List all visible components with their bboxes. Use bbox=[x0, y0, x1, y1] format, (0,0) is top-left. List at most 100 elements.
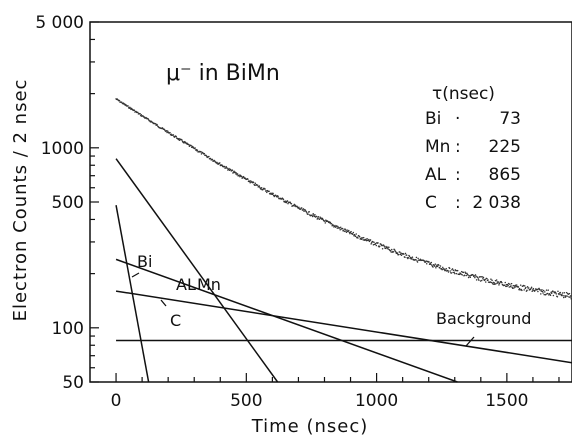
data-point bbox=[329, 221, 332, 224]
data-point bbox=[550, 292, 553, 295]
data-point bbox=[490, 281, 493, 284]
data-point bbox=[334, 224, 336, 227]
y-tick-label: 50 bbox=[62, 373, 84, 393]
data-point bbox=[156, 124, 159, 126]
data-point bbox=[447, 269, 449, 272]
data-point bbox=[417, 257, 419, 260]
data-point bbox=[228, 167, 230, 170]
data-point bbox=[415, 258, 417, 261]
data-point bbox=[537, 290, 539, 293]
data-point bbox=[504, 281, 506, 284]
data-point bbox=[303, 210, 305, 212]
x-tick-label: 500 bbox=[230, 391, 262, 411]
data-point bbox=[272, 192, 274, 195]
data-point bbox=[447, 271, 450, 273]
data-point bbox=[509, 283, 511, 286]
table-separator: : bbox=[455, 165, 461, 185]
data-point bbox=[336, 227, 339, 229]
data-point bbox=[477, 278, 480, 280]
data-point bbox=[432, 266, 434, 268]
data-point bbox=[388, 246, 390, 249]
series-label-c-pointer bbox=[160, 299, 167, 307]
data-point bbox=[514, 286, 516, 288]
data-point bbox=[203, 152, 206, 155]
data-point bbox=[449, 270, 451, 272]
data-point bbox=[258, 185, 261, 187]
data-point bbox=[374, 242, 377, 245]
data-point bbox=[338, 227, 341, 229]
x-axis-title: Time (nsec) bbox=[251, 416, 369, 437]
y-tick-label: 500 bbox=[52, 193, 84, 213]
data-point bbox=[344, 228, 347, 231]
data-point bbox=[357, 237, 359, 239]
data-point bbox=[505, 283, 508, 286]
data-point bbox=[249, 182, 251, 184]
data-point bbox=[345, 230, 347, 232]
data-point bbox=[277, 196, 280, 198]
data-point bbox=[515, 285, 517, 288]
data-point bbox=[494, 283, 496, 286]
data-point bbox=[566, 295, 568, 297]
data-point bbox=[526, 285, 529, 288]
data-point bbox=[475, 279, 478, 281]
data-point bbox=[181, 139, 183, 141]
data-point bbox=[486, 277, 488, 280]
data-point bbox=[223, 165, 226, 168]
data-point bbox=[369, 239, 372, 241]
data-point bbox=[211, 158, 214, 161]
data-point bbox=[552, 294, 555, 297]
series-line-al bbox=[115, 258, 458, 383]
data-point bbox=[348, 231, 351, 234]
data-point bbox=[170, 133, 172, 135]
data-point bbox=[256, 184, 259, 186]
data-point bbox=[519, 289, 521, 291]
data-point bbox=[409, 256, 412, 259]
table-element: Mn bbox=[425, 137, 450, 157]
data-point bbox=[497, 282, 499, 284]
data-point bbox=[282, 198, 285, 201]
data-point bbox=[505, 285, 507, 288]
data-point bbox=[375, 244, 378, 247]
data-point bbox=[188, 144, 190, 146]
data-point bbox=[540, 290, 543, 292]
data-point bbox=[544, 291, 546, 293]
table-element: C bbox=[425, 193, 437, 213]
data-point bbox=[521, 289, 523, 292]
data-point bbox=[522, 284, 525, 287]
series-label-bi-pointer bbox=[131, 272, 140, 278]
data-point bbox=[205, 155, 208, 157]
data-point bbox=[323, 220, 326, 222]
x-tick-label: 1000 bbox=[355, 391, 398, 411]
y-tick-label: 1000 bbox=[41, 139, 84, 159]
data-point bbox=[383, 245, 386, 248]
data-point bbox=[362, 236, 365, 239]
series-label-background-pointer bbox=[465, 336, 475, 347]
data-point bbox=[268, 190, 270, 192]
data-point bbox=[182, 142, 185, 144]
data-point bbox=[314, 214, 316, 216]
chart-title: μ⁻ in BiMn bbox=[166, 61, 280, 86]
data-point bbox=[137, 111, 139, 114]
data-point bbox=[342, 229, 345, 232]
data-point bbox=[542, 289, 545, 292]
data-point bbox=[452, 271, 454, 274]
data-point bbox=[260, 188, 262, 190]
data-point bbox=[431, 264, 433, 266]
data-point bbox=[352, 233, 354, 236]
data-point bbox=[525, 286, 527, 289]
data-point bbox=[302, 208, 305, 210]
data-point bbox=[165, 130, 168, 132]
y-axis: 5 000 1000 500 100 50 bbox=[35, 13, 99, 393]
data-point bbox=[372, 244, 375, 246]
data-point bbox=[436, 265, 439, 268]
data-point bbox=[532, 289, 534, 291]
data-point bbox=[196, 149, 199, 151]
data-point bbox=[289, 201, 292, 203]
data-point bbox=[248, 180, 251, 183]
data-point bbox=[512, 284, 515, 287]
data-point bbox=[311, 215, 314, 218]
data-point bbox=[391, 248, 393, 251]
data-point bbox=[154, 123, 157, 125]
data-point bbox=[561, 294, 563, 296]
data-point bbox=[542, 292, 544, 294]
